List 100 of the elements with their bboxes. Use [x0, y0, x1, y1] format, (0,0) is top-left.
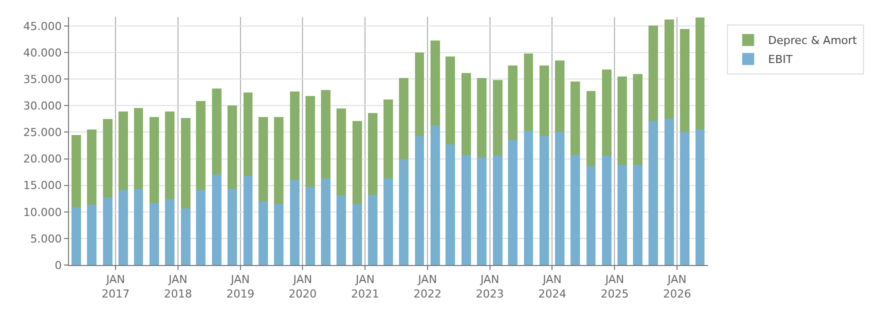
y-tick-label: 15.000: [23, 179, 62, 192]
bar: [477, 78, 487, 158]
legend-label: EBIT: [768, 53, 793, 66]
x-tick-label: JAN 2017: [102, 273, 130, 300]
bar: [102, 198, 112, 265]
bar: [570, 81, 580, 156]
x-tick-label: JAN 2022: [414, 273, 442, 300]
y-tick-label: 25.000: [23, 126, 62, 140]
bar: [243, 92, 253, 176]
bar: [336, 195, 346, 265]
bar: [150, 202, 159, 265]
bar: [524, 131, 534, 265]
x-tick-label: JAN 2021: [351, 273, 380, 300]
bar: [492, 156, 502, 265]
bar: [586, 166, 596, 265]
bar: [648, 26, 658, 122]
x-tick-label: JAN 2018: [164, 273, 192, 300]
bar: [87, 204, 97, 265]
bar: [196, 190, 206, 265]
bar: [228, 189, 238, 265]
bar: [118, 112, 128, 190]
bar: [290, 180, 300, 265]
bar: [274, 116, 284, 204]
y-tick-label: 30.000: [23, 100, 62, 113]
bar: [368, 194, 378, 265]
bar: [680, 132, 690, 265]
x-tick-label: JAN 2026: [663, 273, 692, 300]
bar: [618, 76, 628, 166]
bar: [150, 116, 159, 203]
bar: [399, 159, 408, 265]
bar: [508, 140, 518, 265]
y-tick-label: 45.000: [23, 20, 62, 33]
bar: [430, 40, 440, 126]
bar: [414, 136, 424, 265]
legend-label: Deprec & Amort: [768, 34, 858, 48]
y-tick-label: 40.000: [23, 46, 62, 60]
bar: [477, 158, 487, 265]
bar: [87, 130, 97, 205]
bar: [508, 65, 518, 140]
bar: [134, 108, 144, 190]
bar: [570, 155, 580, 265]
bar: [352, 121, 362, 204]
bar: [290, 91, 300, 180]
bar: [180, 118, 190, 209]
bar: [555, 132, 565, 265]
bar: [618, 165, 628, 265]
bar: [664, 20, 674, 119]
bar: [258, 116, 268, 202]
bar: [321, 178, 330, 265]
bar: [243, 176, 253, 265]
bar: [430, 125, 440, 265]
bar: [306, 186, 316, 265]
bar: [539, 136, 549, 265]
bar: [165, 199, 175, 265]
bar: [368, 113, 378, 195]
bar: [446, 56, 456, 144]
bar: [118, 190, 128, 265]
y-tick-label: 35.000: [23, 72, 62, 86]
y-tick-label: 20.000: [23, 152, 62, 166]
bar: [399, 78, 408, 160]
bar: [586, 90, 596, 166]
bar: [383, 99, 393, 178]
x-tick-label: JAN 2020: [288, 273, 317, 300]
bar: [632, 74, 642, 166]
bar: [352, 204, 362, 265]
bar: [71, 134, 81, 208]
x-tick-label: JAN 2023: [476, 273, 504, 300]
bar: [695, 130, 705, 265]
bar: [524, 54, 534, 132]
bar: [632, 165, 642, 265]
bar: [212, 174, 222, 265]
x-tick-label: JAN 2024: [538, 273, 566, 300]
bar: [180, 208, 190, 265]
y-tick-label: 10.000: [23, 206, 62, 219]
bar: [258, 201, 268, 265]
bar: [102, 118, 112, 198]
bar: [680, 29, 690, 132]
bar: [602, 70, 612, 156]
bar: [321, 90, 330, 178]
bar: [228, 106, 238, 190]
bar: [602, 156, 612, 265]
bar: [274, 204, 284, 265]
bar: [539, 65, 549, 136]
bar: [664, 118, 674, 265]
x-tick-label: JAN 2019: [226, 273, 254, 300]
bar: [414, 52, 424, 136]
y-tick-label: 0: [54, 258, 62, 272]
bar: [461, 155, 471, 265]
bar: [306, 96, 316, 187]
bar: [336, 108, 346, 196]
bar: [461, 72, 471, 156]
bar: [196, 100, 206, 190]
bar: [492, 80, 502, 156]
bar: [555, 60, 565, 132]
x-tick-label: JAN 2025: [600, 273, 629, 300]
bar: [165, 112, 175, 200]
bar: [212, 88, 222, 175]
bar: [648, 121, 658, 265]
bar: [695, 18, 705, 130]
bar: [71, 208, 81, 265]
